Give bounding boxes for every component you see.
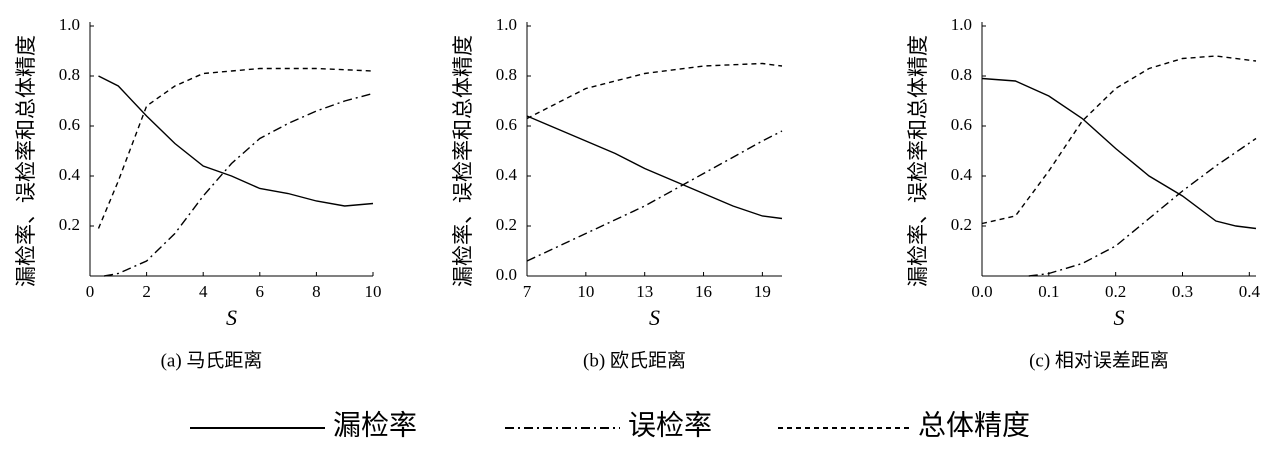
x-tick-label: 19: [754, 282, 771, 301]
y-tick-label: 0.2: [59, 215, 80, 234]
x-axis-label: S: [226, 305, 237, 330]
series-line: [981, 55, 1257, 225]
y-tick-label: 1.0: [496, 15, 517, 34]
series-line: [97, 67, 374, 229]
caption: (a) 马氏距离: [161, 349, 263, 371]
series-line: [1028, 137, 1257, 277]
y-tick-label: 1.0: [59, 15, 80, 34]
legend-label: 总体精度: [918, 409, 1030, 441]
y-axis-label: 漏检率、误检率和总体精度: [14, 35, 38, 287]
y-tick-label: 0.4: [951, 165, 973, 184]
y-tick-label: 0.2: [951, 215, 972, 234]
y-axis-label: 漏检率、误检率和总体精度: [451, 35, 475, 287]
x-axis-label: S: [649, 305, 660, 330]
x-tick-label: 0.0: [971, 282, 992, 301]
y-tick-label: 0.6: [496, 115, 517, 134]
series-line: [98, 75, 374, 207]
y-axis-label: 漏检率、误检率和总体精度: [906, 35, 930, 287]
y-tick-label: 0.8: [59, 65, 80, 84]
x-tick-label: 10: [577, 282, 594, 301]
legend-label: 误检率: [628, 409, 712, 441]
legend-label: 漏检率: [333, 409, 417, 441]
x-tick-label: 10: [365, 282, 382, 301]
y-tick-label: 0.8: [496, 65, 517, 84]
y-tick-label: 1.0: [951, 15, 972, 34]
series-line: [526, 115, 783, 220]
x-tick-label: 0.1: [1038, 282, 1059, 301]
x-tick-label: 0.2: [1105, 282, 1126, 301]
y-tick-label: 0.8: [951, 65, 972, 84]
x-tick-label: 0.3: [1172, 282, 1193, 301]
series-line: [104, 92, 374, 277]
x-tick-label: 6: [256, 282, 265, 301]
caption: (b) 欧氏距离: [583, 349, 686, 371]
series-line: [981, 77, 1257, 230]
x-tick-label: 0: [86, 282, 95, 301]
y-tick-label: 0.0: [496, 265, 517, 284]
y-tick-label: 0.6: [59, 115, 80, 134]
x-tick-label: 7: [523, 282, 532, 301]
x-axis-label: S: [1114, 305, 1125, 330]
x-tick-label: 8: [312, 282, 321, 301]
x-tick-label: 13: [636, 282, 653, 301]
caption: (c) 相对误差距离: [1029, 349, 1169, 371]
series-line: [526, 130, 783, 262]
x-tick-label: 16: [695, 282, 712, 301]
y-tick-label: 0.4: [59, 165, 81, 184]
x-tick-label: 2: [142, 282, 151, 301]
series-line: [526, 62, 783, 120]
y-tick-label: 0.2: [496, 215, 517, 234]
x-tick-label: 4: [199, 282, 208, 301]
y-tick-label: 0.6: [951, 115, 972, 134]
x-tick-label: 0.4: [1239, 282, 1261, 301]
y-tick-label: 0.4: [496, 165, 518, 184]
